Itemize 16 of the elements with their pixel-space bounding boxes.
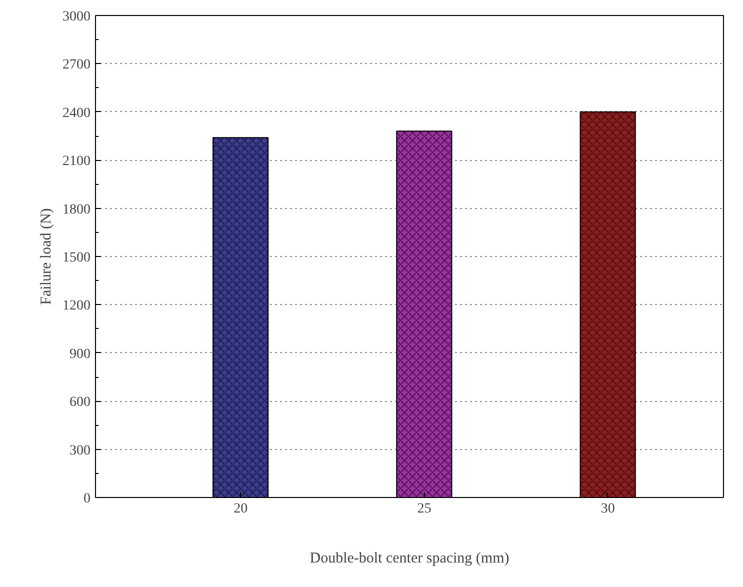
y-tick-label: 900 (70, 346, 90, 362)
y-tick-label: 1800 (62, 202, 90, 218)
y-axis-title: Failure load (N) (38, 208, 54, 305)
x-tick-label: 25 (417, 502, 432, 516)
y-tick-label: 300 (70, 443, 90, 458)
y-tick-label: 1500 (62, 250, 90, 266)
x-tick-label: 20 (234, 502, 248, 516)
y-tick-label: 1200 (62, 298, 90, 314)
y-tick-label: 3000 (62, 10, 90, 24)
y-tick-label: 2700 (62, 58, 90, 73)
y-tick-label: 2100 (62, 154, 90, 170)
y-tick-label: 0 (84, 492, 90, 506)
y-tick-label: 600 (70, 395, 90, 410)
x-axis-title: Double-bolt center spacing (mm) (310, 550, 510, 566)
x-tick-label: 30 (600, 502, 615, 516)
y-tick-label: 2400 (62, 106, 90, 121)
